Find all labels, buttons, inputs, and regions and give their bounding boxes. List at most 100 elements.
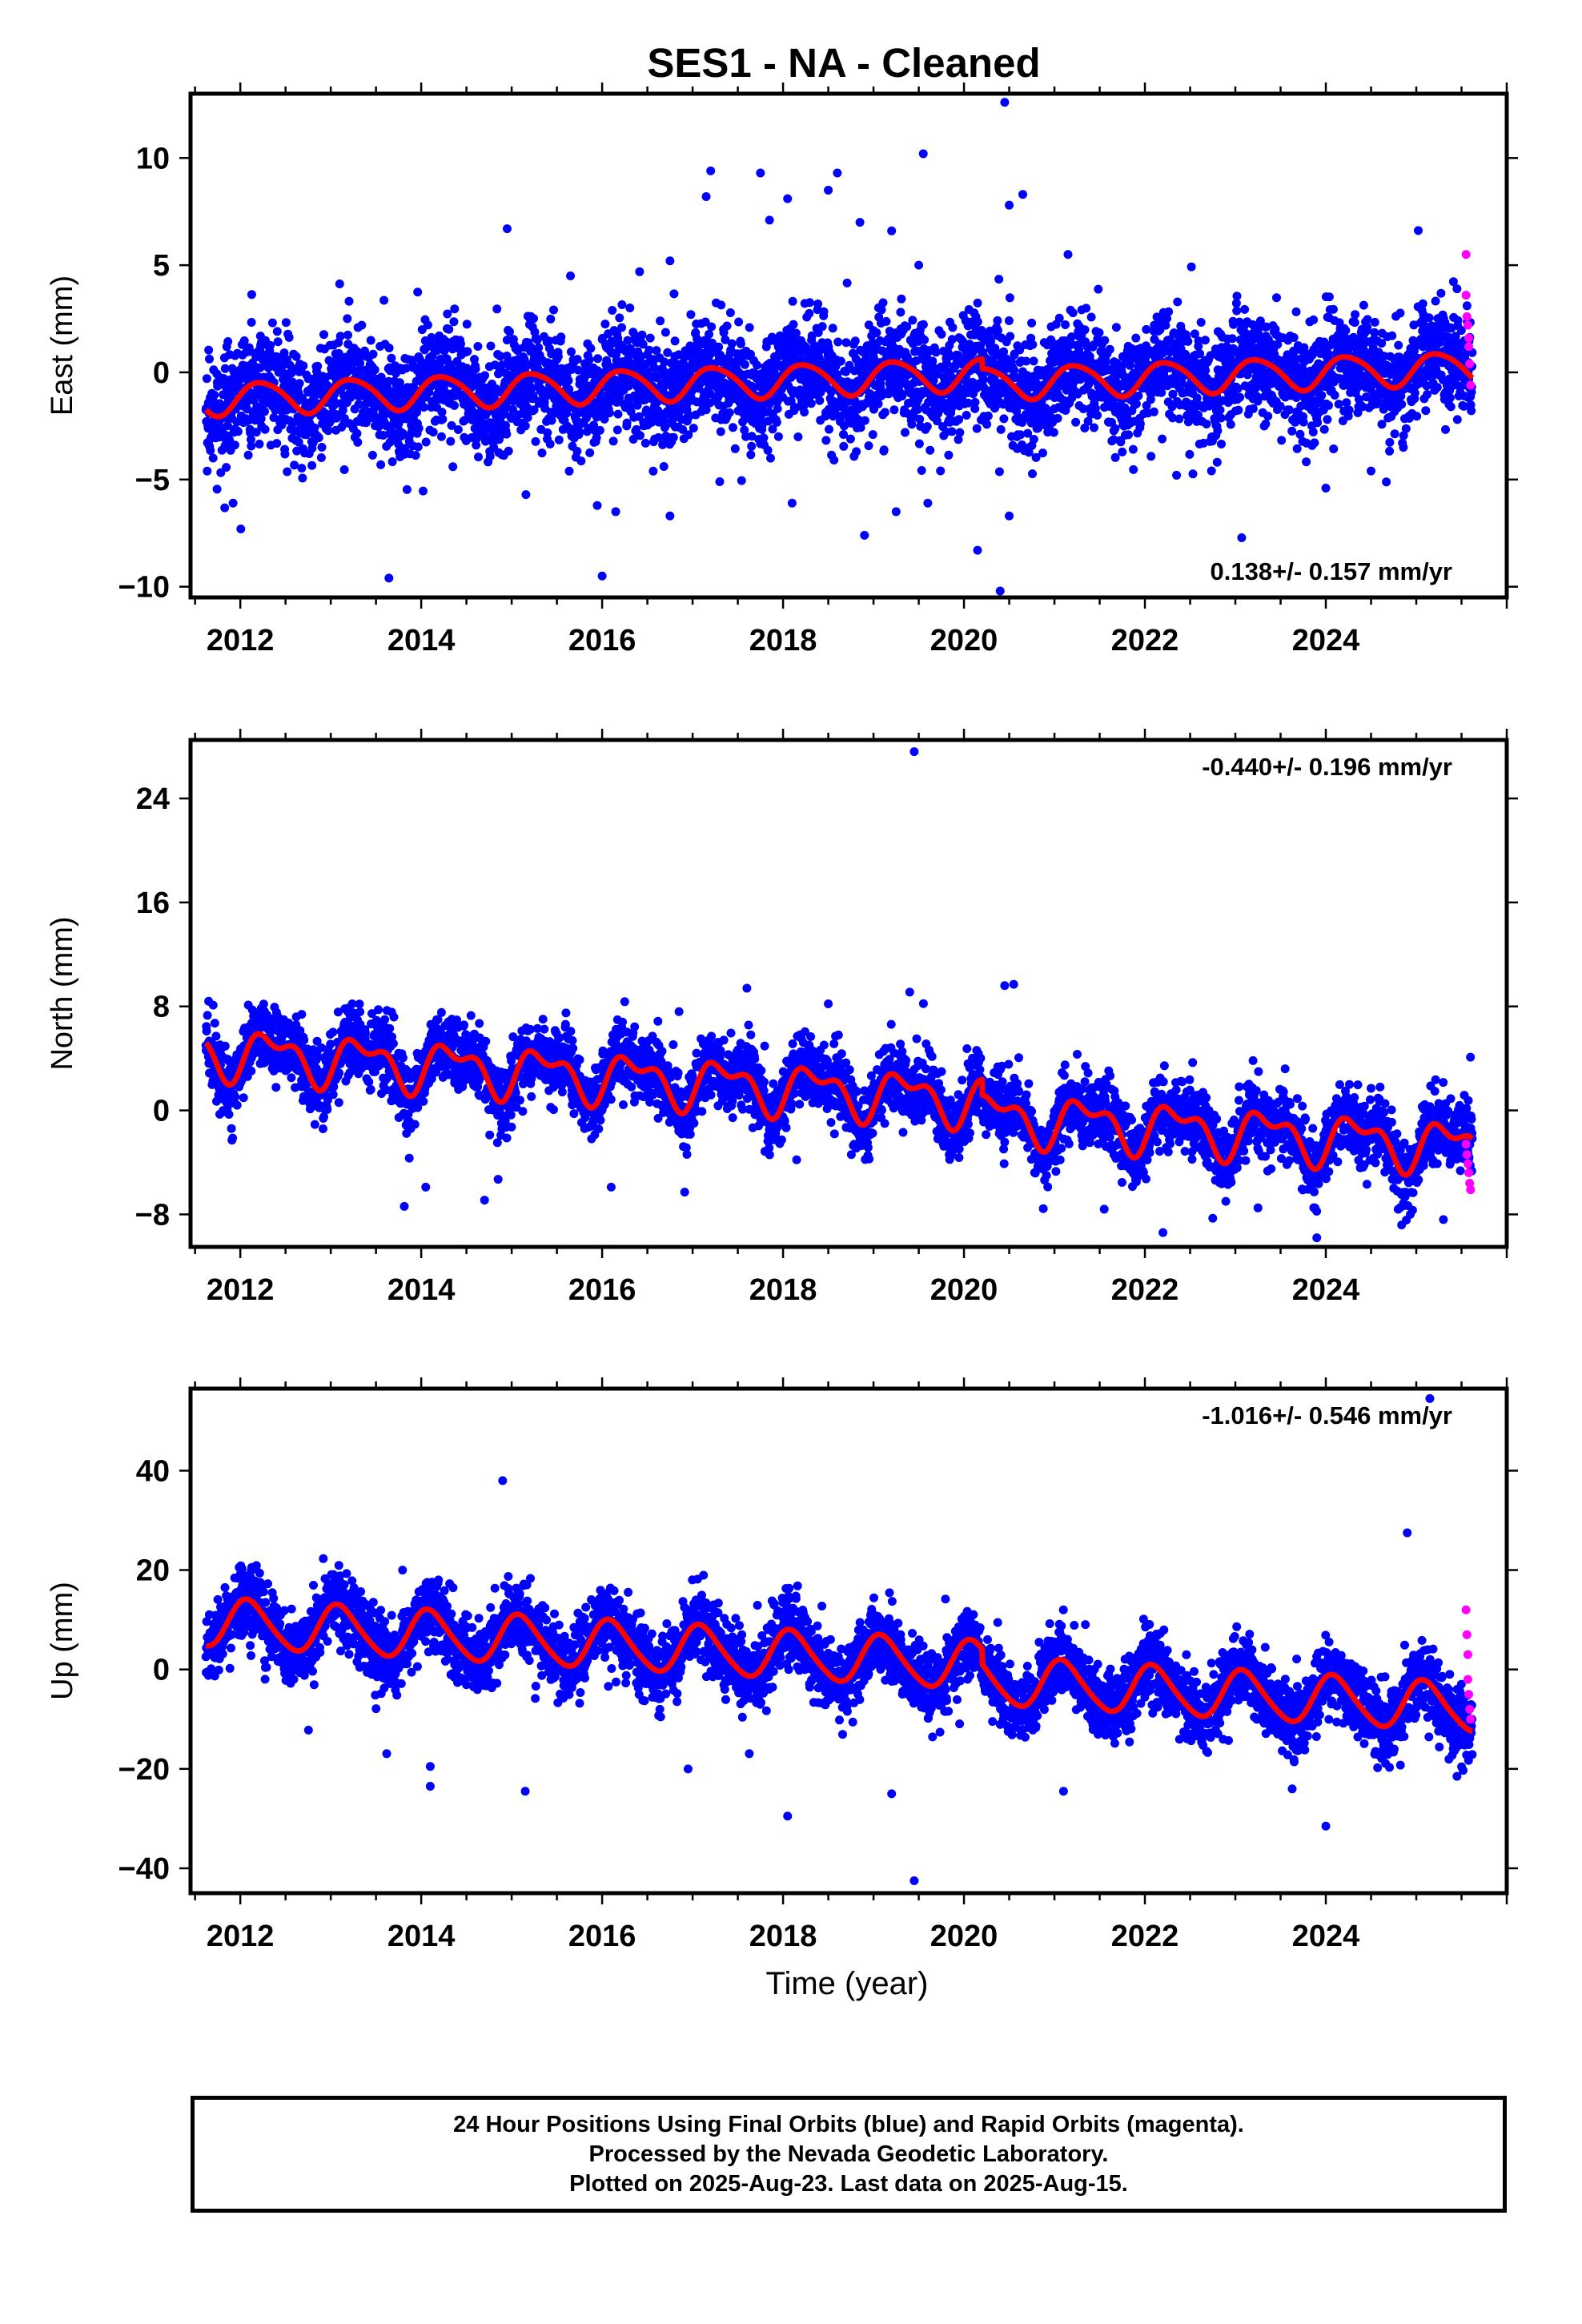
x-tick-label: 2020 xyxy=(930,624,998,657)
outlier-point xyxy=(425,1782,435,1791)
outlier-point xyxy=(891,507,901,517)
rapid-orbit-point xyxy=(1461,291,1471,300)
outlier-point xyxy=(905,987,914,997)
outlier-point xyxy=(493,1175,503,1184)
outlier-point xyxy=(783,1811,793,1821)
outlier-point xyxy=(520,1787,530,1796)
outlier-point xyxy=(1058,1787,1068,1796)
outlier-point xyxy=(765,215,774,225)
outlier-point xyxy=(1321,483,1331,493)
outlier-point xyxy=(742,983,752,993)
x-tick-label: 2024 xyxy=(1292,624,1360,657)
rapid-orbit-point xyxy=(1464,333,1474,343)
x-tick-label: 2016 xyxy=(568,624,636,657)
outlier-point xyxy=(887,1789,897,1799)
outlier-point xyxy=(448,462,458,472)
outlier-point xyxy=(918,149,928,159)
x-tick-label: 2022 xyxy=(1111,1920,1179,1953)
y-tick-label: 8 xyxy=(153,991,170,1024)
y-tick-label: −20 xyxy=(118,1753,170,1787)
outlier-point xyxy=(1367,466,1376,476)
y-tick-label: −10 xyxy=(118,571,170,605)
velocity-annotation: -1.016+/- 0.546 mm/yr xyxy=(1202,1401,1452,1429)
outlier-point xyxy=(1312,1233,1322,1243)
rapid-orbit-point xyxy=(1464,1168,1474,1177)
outlier-point xyxy=(1321,1821,1331,1831)
footer-box: 24 Hour Positions Using Final Orbits (bl… xyxy=(191,2096,1507,2213)
rapid-orbit-point xyxy=(1466,1185,1476,1195)
outlier-point xyxy=(792,1155,801,1164)
rapid-orbit-point xyxy=(1466,380,1476,390)
rapid-orbit-point xyxy=(1465,1178,1475,1188)
rapid-orbit-point xyxy=(1463,1159,1472,1168)
outlier-point xyxy=(425,1762,435,1771)
plot-frame xyxy=(188,1386,1509,1896)
outlier-point xyxy=(674,1007,684,1016)
outlier-point xyxy=(1158,1228,1168,1237)
outlier-point xyxy=(421,1182,431,1192)
rapid-orbit-point xyxy=(1462,1150,1472,1160)
rapid-orbit-point xyxy=(1463,1675,1472,1684)
rapid-orbit-point xyxy=(1465,1704,1475,1714)
outlier-point xyxy=(1208,1213,1218,1223)
panel-up: 2012 2014 2016 2018 2020 2022 2024 −40 −20 0 20 40 U… xyxy=(46,1377,1518,1953)
outlier-point xyxy=(611,507,620,517)
final-orbit-points xyxy=(201,98,1477,596)
outlier-point xyxy=(566,271,576,281)
y-axis-label: North (mm) xyxy=(46,916,79,1070)
outlier-point xyxy=(1403,1528,1412,1538)
daily-scatter xyxy=(201,226,1477,583)
rapid-orbit-point xyxy=(1461,1140,1471,1149)
rapid-orbit-point xyxy=(1463,1650,1472,1659)
rapid-orbit-point xyxy=(1465,359,1475,368)
footer-line-2: Processed by the Nevada Geodetic Laborat… xyxy=(588,2141,1109,2167)
x-tick-label: 2020 xyxy=(930,1920,998,1953)
x-tick-label: 2014 xyxy=(387,1920,456,1953)
x-tick-label: 2024 xyxy=(1292,1273,1360,1307)
x-tick-label: 2024 xyxy=(1292,1920,1360,1953)
y-tick-label: 5 xyxy=(153,249,170,283)
y-tick-label: −8 xyxy=(135,1198,170,1232)
rapid-orbit-point xyxy=(1464,1690,1474,1699)
rapid-orbit-point xyxy=(1461,1605,1471,1614)
x-tick-label: 2016 xyxy=(568,1273,636,1307)
outlier-point xyxy=(860,530,869,540)
outlier-point xyxy=(1005,511,1014,521)
outlier-point xyxy=(715,476,725,486)
y-tick-label: 24 xyxy=(136,782,170,816)
y-tick-label: 40 xyxy=(136,1454,170,1488)
outlier-point xyxy=(995,586,1005,596)
rapid-orbit-point xyxy=(1464,342,1474,352)
panel-north: 2012 2014 2016 2018 2020 2022 2024 −8 0 8 16 24 Nort… xyxy=(46,729,1518,1307)
y-tick-label: 0 xyxy=(153,356,170,390)
outlier-point xyxy=(1452,284,1462,294)
plot-frame xyxy=(188,738,1509,1249)
x-tick-label: 2012 xyxy=(207,624,275,657)
outlier-point xyxy=(208,1000,218,1010)
outlier-point xyxy=(1172,470,1182,480)
final-orbit-points xyxy=(201,747,1477,1243)
rapid-orbit-point xyxy=(1462,1630,1472,1639)
outlier-point xyxy=(756,168,765,178)
outlier-point xyxy=(1000,981,1010,991)
outlier-point xyxy=(1063,250,1073,259)
outlier-point xyxy=(480,1196,489,1205)
outlier-point xyxy=(1253,1203,1263,1212)
final-orbit-points xyxy=(201,1393,1477,1885)
outlier-point xyxy=(1099,1204,1109,1214)
outlier-point xyxy=(561,1008,571,1018)
model-fit-line xyxy=(203,1596,1476,1735)
outlier-point xyxy=(909,747,919,757)
rapid-orbit-point xyxy=(1466,1715,1476,1724)
daily-scatter xyxy=(201,1554,1477,1794)
outlier-point xyxy=(1005,200,1014,210)
velocity-annotation: 0.138+/- 0.157 mm/yr xyxy=(1211,557,1452,585)
x-tick-label: 2016 xyxy=(568,1920,636,1953)
velocity-annotation: -0.440+/- 0.196 mm/yr xyxy=(1202,753,1452,781)
outlier-point xyxy=(1452,1771,1462,1781)
y-tick-label: −40 xyxy=(118,1852,170,1886)
outlier-point xyxy=(701,191,711,201)
x-tick-label: 2018 xyxy=(749,1273,817,1307)
outlier-point xyxy=(923,498,933,508)
